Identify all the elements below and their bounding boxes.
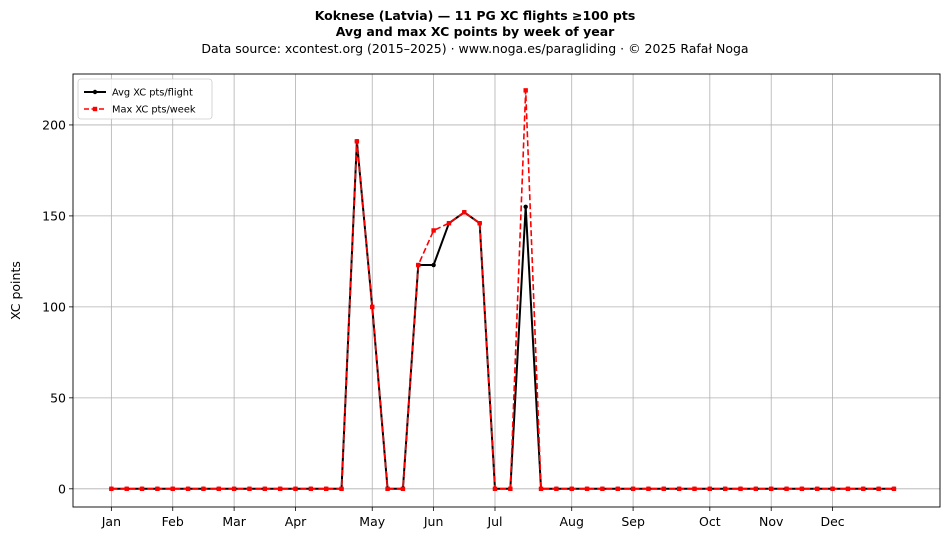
y-tick-label: 100 [42,299,66,314]
data-point [876,486,881,492]
data-point [216,486,221,492]
axes: Jan Feb Mar Apr May Jun Jul Aug Sep Oct Nov Dec 0 50 1… [8,73,941,529]
data-point [830,486,835,492]
data-point [676,486,682,492]
data-point [201,486,206,492]
legend: Avg XC pts/flight Max XC pts/week [77,78,213,120]
data-point [891,486,897,492]
data-point [523,88,528,93]
series-avg [109,139,897,492]
data-point [247,486,252,492]
data-point [400,486,406,492]
data-point [753,486,759,492]
x-tick-label: Jan [101,514,121,529]
data-point [109,486,114,492]
data-point [277,486,283,492]
data-point [523,204,528,210]
grid [73,74,940,507]
data-point [569,486,574,492]
series-max [109,88,897,492]
data-point [508,486,513,492]
data-point [323,486,329,492]
data-point [738,486,743,492]
data-point [416,262,421,268]
data-point [155,486,160,492]
title-block: Koknese (Latvia) — 11 PG XC flights ≥100… [0,8,950,57]
data-point [861,486,866,492]
legend-label: Max XC pts/week [112,105,196,116]
legend-marker [92,89,98,95]
data-point [554,486,559,492]
data-point [584,486,590,492]
data-point [845,486,851,492]
data-point [630,486,636,492]
data-point [370,304,375,310]
data-point [722,486,728,492]
data-point [124,486,129,492]
data-point [692,486,697,492]
x-tick-label: May [359,514,385,529]
data-point [231,486,237,492]
data-point [799,486,805,492]
chart-title: Koknese (Latvia) — 11 PG XC flights ≥100… [314,8,636,23]
data-point [615,486,620,492]
data-point [538,486,544,492]
data-point [262,486,268,492]
data-point [354,139,360,144]
data-point [170,486,175,492]
y-tick-label: 150 [42,208,66,223]
series [109,88,897,492]
data-point [185,486,191,492]
x-tick-label: Nov [759,514,784,529]
x-tick-label: Sep [621,514,645,529]
data-point [646,486,651,492]
series-line [111,140,894,490]
data-point [431,228,436,233]
chart-subtitle: Avg and max XC points by week of year [335,24,615,39]
data-point [431,262,436,268]
plot-frame [72,73,941,508]
data-point [385,486,390,492]
data-point [492,486,498,492]
data-point [707,486,713,492]
data-point [446,220,452,226]
y-axis-label: XC points [8,261,23,320]
y-tick-label: 200 [42,117,66,132]
legend-label: Avg XC pts/flight [112,88,193,99]
data-point [661,486,666,492]
legend-box [77,78,213,120]
data-point [769,486,774,492]
series-line [111,89,894,490]
data-source-note: Data source: xcontest.org (2015–2025) · … [201,41,749,56]
data-point [308,486,314,492]
x-tick-label: Aug [560,514,584,529]
x-tick-label: Feb [162,514,184,529]
data-point [339,486,344,492]
x-tick-label: Mar [222,514,246,529]
data-point [139,486,145,492]
data-point [600,486,605,492]
legend-marker [92,106,98,112]
data-point [477,220,482,226]
x-tick-label: Jul [486,514,502,529]
y-tick-label: 50 [50,390,66,405]
data-point [293,486,298,492]
x-tick-label: Apr [285,514,307,529]
data-point [815,486,820,492]
data-point [784,486,789,492]
x-tick-label: Jun [423,514,444,529]
data-point [462,210,467,215]
x-tick-label: Dec [820,514,844,529]
y-tick-label: 0 [58,481,66,496]
x-tick-label: Oct [699,514,721,529]
